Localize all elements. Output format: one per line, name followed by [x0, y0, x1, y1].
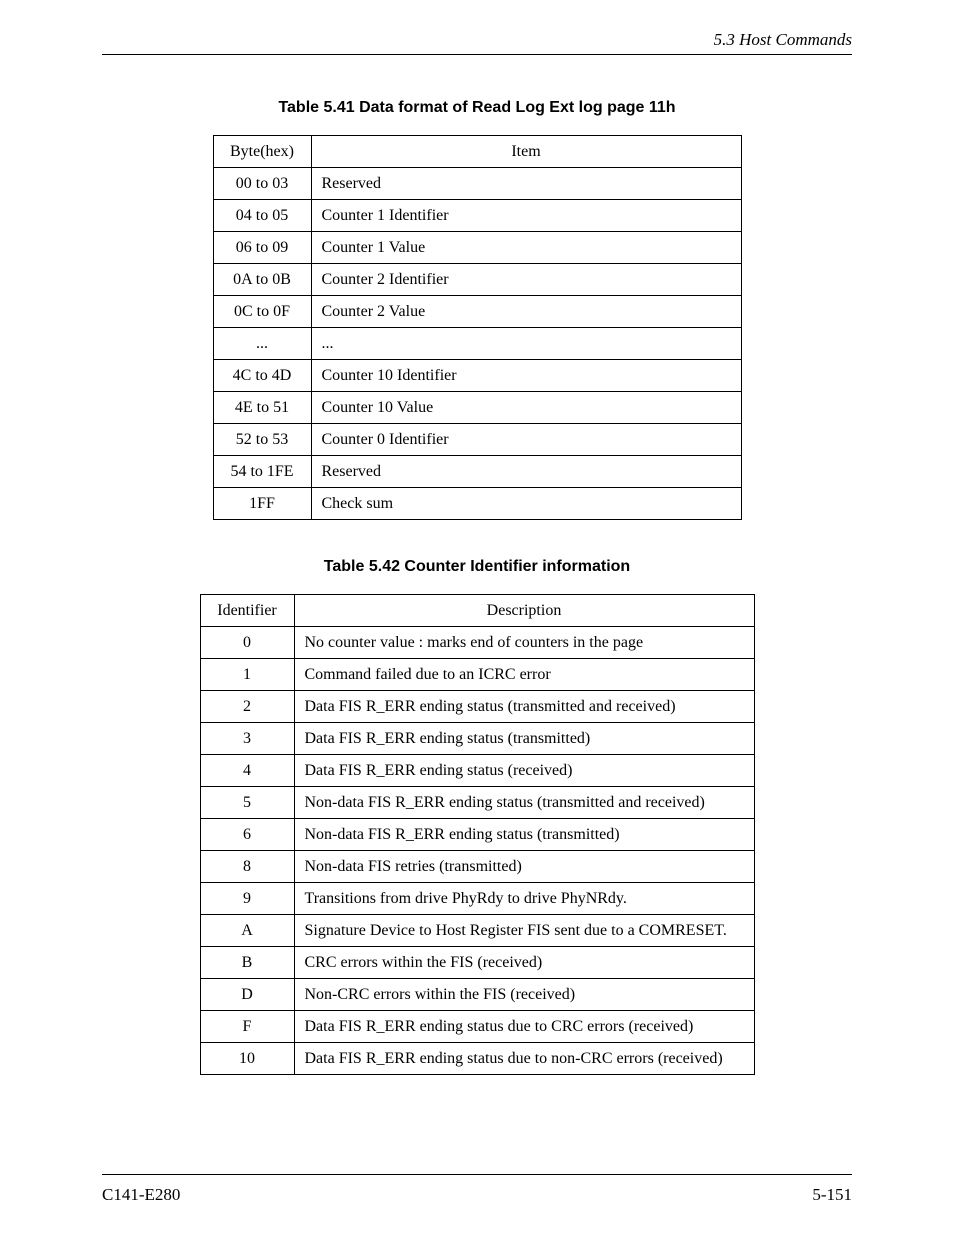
table-row: 2Data FIS R_ERR ending status (transmitt…	[200, 691, 754, 723]
table-cell: ...	[311, 328, 741, 360]
table-cell: 1	[200, 659, 294, 691]
table-cell: F	[200, 1011, 294, 1043]
table-row: FData FIS R_ERR ending status due to CRC…	[200, 1011, 754, 1043]
table-2: Identifier Description 0No counter value…	[200, 594, 755, 1075]
table-cell: 6	[200, 819, 294, 851]
table-header-cell: Byte(hex)	[213, 136, 311, 168]
table-row: 10Data FIS R_ERR ending status due to no…	[200, 1043, 754, 1075]
table-cell: A	[200, 915, 294, 947]
table-cell: Data FIS R_ERR ending status due to non-…	[294, 1043, 754, 1075]
table-cell: 8	[200, 851, 294, 883]
table-header-row: Byte(hex) Item	[213, 136, 741, 168]
table-row: 3Data FIS R_ERR ending status (transmitt…	[200, 723, 754, 755]
table-header-row: Identifier Description	[200, 595, 754, 627]
table-cell: 06 to 09	[213, 232, 311, 264]
table-1-wrap: Byte(hex) Item 00 to 03Reserved04 to 05C…	[102, 135, 852, 520]
table-cell: Non-CRC errors within the FIS (received)	[294, 979, 754, 1011]
table-cell: ...	[213, 328, 311, 360]
page-footer: C141-E280 5-151	[102, 1174, 852, 1205]
table-cell: Counter 2 Value	[311, 296, 741, 328]
table-2-caption: Table 5.42 Counter Identifier informatio…	[102, 558, 852, 576]
table-cell: Signature Device to Host Register FIS se…	[294, 915, 754, 947]
table-cell: Counter 2 Identifier	[311, 264, 741, 296]
table-cell: 0A to 0B	[213, 264, 311, 296]
table-cell: 0	[200, 627, 294, 659]
table-2-wrap: Identifier Description 0No counter value…	[102, 594, 852, 1075]
table-row: BCRC errors within the FIS (received)	[200, 947, 754, 979]
table-1-caption: Table 5.41 Data format of Read Log Ext l…	[102, 99, 852, 117]
table-cell: Reserved	[311, 168, 741, 200]
table-row: 00 to 03Reserved	[213, 168, 741, 200]
table-row: 4E to 51Counter 10 Value	[213, 392, 741, 424]
footer-right: 5-151	[812, 1185, 852, 1205]
table-cell: Data FIS R_ERR ending status (transmitte…	[294, 691, 754, 723]
table-cell: 4	[200, 755, 294, 787]
table-cell: B	[200, 947, 294, 979]
table-cell: 9	[200, 883, 294, 915]
table-cell: 00 to 03	[213, 168, 311, 200]
table-cell: 3	[200, 723, 294, 755]
table-row: 1FFCheck sum	[213, 488, 741, 520]
page: 5.3 Host Commands Table 5.41 Data format…	[0, 0, 954, 1235]
table-row: 4C to 4DCounter 10 Identifier	[213, 360, 741, 392]
table-cell: 5	[200, 787, 294, 819]
table-cell: 4C to 4D	[213, 360, 311, 392]
table-cell: 0C to 0F	[213, 296, 311, 328]
table-cell: 2	[200, 691, 294, 723]
table-cell: CRC errors within the FIS (received)	[294, 947, 754, 979]
table-row: 0No counter value : marks end of counter…	[200, 627, 754, 659]
table-row: 04 to 05Counter 1 Identifier	[213, 200, 741, 232]
table-cell: Non-data FIS R_ERR ending status (transm…	[294, 819, 754, 851]
table-row: 0A to 0BCounter 2 Identifier	[213, 264, 741, 296]
table-cell: Non-data FIS retries (transmitted)	[294, 851, 754, 883]
table-row: DNon-CRC errors within the FIS (received…	[200, 979, 754, 1011]
table-row: 1Command failed due to an ICRC error	[200, 659, 754, 691]
table-cell: Data FIS R_ERR ending status due to CRC …	[294, 1011, 754, 1043]
table-row: 4Data FIS R_ERR ending status (received)	[200, 755, 754, 787]
table-cell: Non-data FIS R_ERR ending status (transm…	[294, 787, 754, 819]
table-2-body: 0No counter value : marks end of counter…	[200, 627, 754, 1075]
page-header: 5.3 Host Commands	[102, 30, 852, 55]
table-cell: Counter 10 Value	[311, 392, 741, 424]
table-row: 0C to 0FCounter 2 Value	[213, 296, 741, 328]
table-row: ASignature Device to Host Register FIS s…	[200, 915, 754, 947]
table-row: 6Non-data FIS R_ERR ending status (trans…	[200, 819, 754, 851]
table-cell: Counter 1 Value	[311, 232, 741, 264]
table-header-cell: Identifier	[200, 595, 294, 627]
table-header-cell: Item	[311, 136, 741, 168]
table-cell: Reserved	[311, 456, 741, 488]
table-cell: 52 to 53	[213, 424, 311, 456]
footer-left: C141-E280	[102, 1185, 180, 1205]
table-cell: Command failed due to an ICRC error	[294, 659, 754, 691]
table-1-body: 00 to 03Reserved04 to 05Counter 1 Identi…	[213, 168, 741, 520]
table-cell: Check sum	[311, 488, 741, 520]
section-title: 5.3 Host Commands	[714, 30, 852, 49]
table-row: 52 to 53Counter 0 Identifier	[213, 424, 741, 456]
table-cell: 1FF	[213, 488, 311, 520]
table-cell: Data FIS R_ERR ending status (received)	[294, 755, 754, 787]
table-row: 5Non-data FIS R_ERR ending status (trans…	[200, 787, 754, 819]
table-cell: Counter 0 Identifier	[311, 424, 741, 456]
table-cell: Transitions from drive PhyRdy to drive P…	[294, 883, 754, 915]
table-cell: 4E to 51	[213, 392, 311, 424]
table-row: 8Non-data FIS retries (transmitted)	[200, 851, 754, 883]
table-cell: 04 to 05	[213, 200, 311, 232]
table-cell: No counter value : marks end of counters…	[294, 627, 754, 659]
table-row: 9Transitions from drive PhyRdy to drive …	[200, 883, 754, 915]
table-1: Byte(hex) Item 00 to 03Reserved04 to 05C…	[213, 135, 742, 520]
table-row: ......	[213, 328, 741, 360]
table-cell: Counter 10 Identifier	[311, 360, 741, 392]
table-cell: Counter 1 Identifier	[311, 200, 741, 232]
table-row: 54 to 1FEReserved	[213, 456, 741, 488]
table-cell: 10	[200, 1043, 294, 1075]
table-cell: D	[200, 979, 294, 1011]
table-cell: 54 to 1FE	[213, 456, 311, 488]
table-row: 06 to 09Counter 1 Value	[213, 232, 741, 264]
table-header-cell: Description	[294, 595, 754, 627]
table-cell: Data FIS R_ERR ending status (transmitte…	[294, 723, 754, 755]
